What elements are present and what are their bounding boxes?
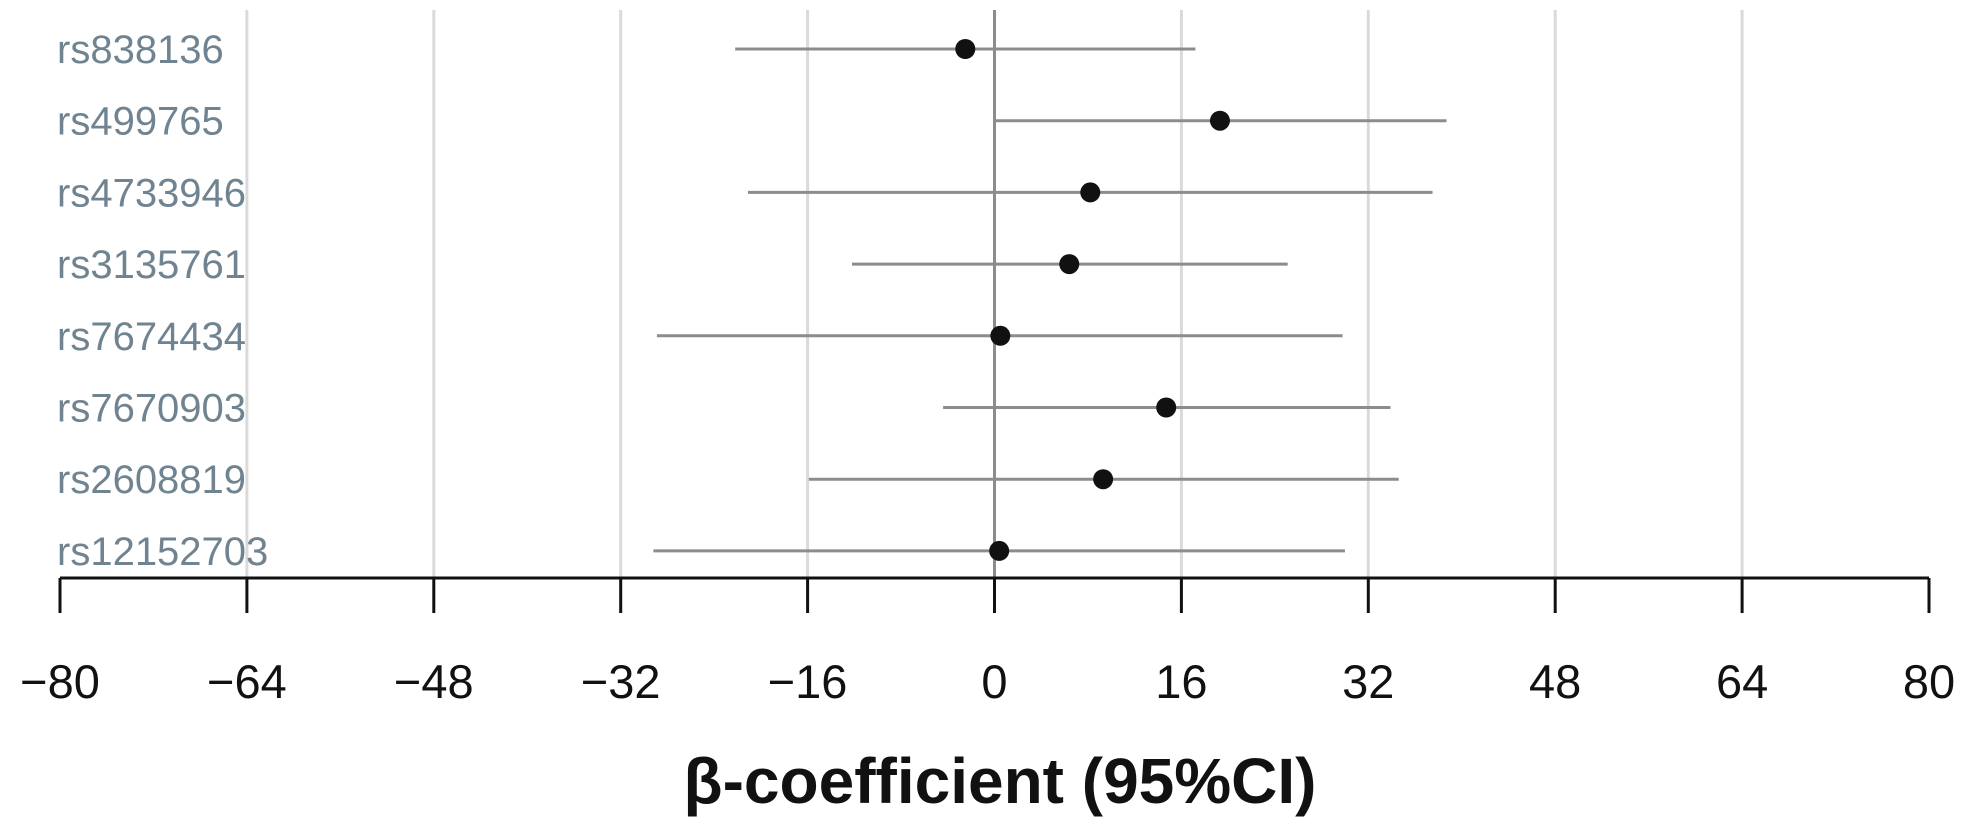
row-label: rs3135761 (57, 243, 246, 287)
row-label: rs499765 (57, 100, 224, 144)
row-label: rs2608819 (57, 458, 246, 502)
point-estimate (1156, 397, 1177, 418)
point-estimate (1080, 182, 1101, 203)
x-axis-title: β-coefficient (95%CI) (684, 745, 1317, 817)
grid-lines (245, 10, 1744, 578)
row-labels: rs838136 rs499765 rs4733946 rs3135761 rs7674… (57, 28, 268, 574)
x-tick-label: 16 (1155, 655, 1207, 708)
row-label: rs4733946 (57, 171, 246, 215)
x-tick-label: −48 (394, 655, 474, 708)
row-label: rs7670903 (57, 387, 246, 431)
x-tick-labels: −80 −64 −48 −32 −16 0 16 32 48 64 80 (20, 655, 1955, 708)
point-estimate (1059, 254, 1080, 275)
x-tick-label: −64 (207, 655, 287, 708)
x-tick-label: 0 (981, 655, 1007, 708)
point-estimate (990, 325, 1011, 346)
point-estimates (955, 39, 1230, 561)
row-label: rs838136 (57, 28, 224, 72)
confidence-intervals (653, 47, 1447, 553)
x-tick-label: 32 (1342, 655, 1394, 708)
x-tick-label: 80 (1903, 655, 1955, 708)
point-estimate (1209, 110, 1230, 131)
row-label: rs7674434 (57, 315, 246, 359)
row-label: rs12152703 (57, 530, 268, 574)
point-estimate (989, 540, 1010, 561)
x-axis (58, 576, 1931, 613)
point-estimate (1093, 469, 1114, 490)
point-estimate (955, 39, 976, 59)
x-tick-label: 48 (1529, 655, 1581, 708)
x-tick-label: 64 (1716, 655, 1768, 708)
x-tick-label: −80 (20, 655, 100, 708)
x-tick-label: −16 (768, 655, 848, 708)
x-tick-label: −32 (581, 655, 661, 708)
